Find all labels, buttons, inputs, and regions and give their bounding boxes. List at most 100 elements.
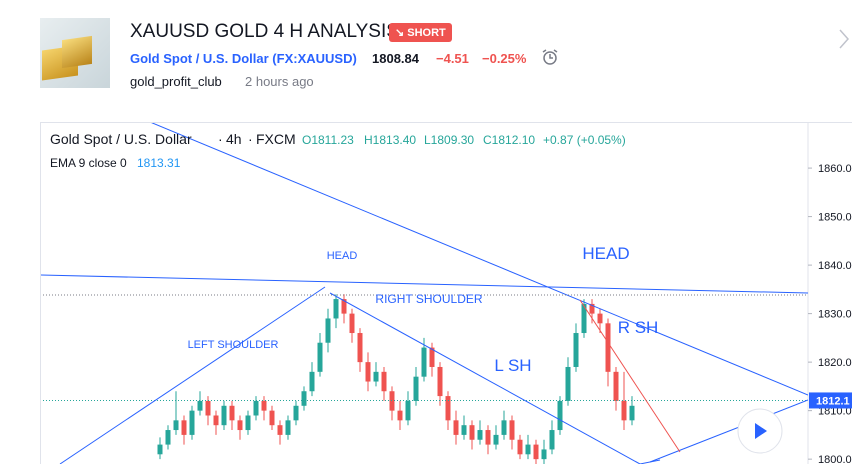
candle-body xyxy=(405,400,411,421)
candle-body xyxy=(421,347,427,377)
legend-item: Gold Spot / U.S. Dollar xyxy=(50,131,192,147)
candle-body xyxy=(237,420,243,431)
candle-body xyxy=(309,371,315,392)
legend-item: 1813.31 xyxy=(137,156,181,170)
candle-body xyxy=(501,420,507,435)
candle-body xyxy=(517,439,523,455)
y-tick-label: 1850.0 xyxy=(818,212,852,224)
symbol-name[interactable]: Gold Spot / U.S. Dollar xyxy=(130,51,269,66)
candle-body xyxy=(245,415,251,431)
candle-body xyxy=(277,425,283,435)
annotation: HEAD xyxy=(582,244,629,263)
candle-body xyxy=(477,430,483,440)
trend-line xyxy=(59,286,326,464)
change: −4.51 xyxy=(436,51,469,66)
annotation: HEAD xyxy=(327,250,358,262)
symbol-link[interactable]: Gold Spot / U.S. Dollar (FX:XAUUSD) xyxy=(130,51,357,66)
candle-body xyxy=(365,362,371,382)
legend-item: O1811.23 xyxy=(302,133,354,147)
annotation: R SH xyxy=(618,318,659,337)
candle-body xyxy=(301,391,307,406)
candle-body xyxy=(589,303,595,314)
y-tick-label: 1820.0 xyxy=(818,357,852,369)
candle-body xyxy=(445,396,451,421)
legend-item: C1812.10 xyxy=(483,133,535,147)
candle-body xyxy=(293,405,299,421)
candle-body xyxy=(525,444,531,455)
candle-body xyxy=(541,449,547,460)
candle-body xyxy=(317,342,323,372)
y-tick-label: 1810.0 xyxy=(818,406,852,418)
trend-line xyxy=(329,292,641,464)
candle-body xyxy=(469,425,475,440)
candle-body xyxy=(205,400,211,416)
candle-body xyxy=(605,323,611,372)
candle-body xyxy=(621,400,627,421)
legend-item: L1809.30 xyxy=(424,133,474,147)
legend-sep: · xyxy=(248,131,253,147)
candle-body xyxy=(597,313,603,324)
candle-body xyxy=(333,299,339,319)
candle-body xyxy=(197,400,203,411)
play-icon[interactable] xyxy=(755,423,767,439)
candle-body xyxy=(285,420,291,435)
candle-body xyxy=(437,366,443,397)
candle-body xyxy=(429,347,435,367)
plot-area xyxy=(41,294,808,464)
idea-title: XAUUSD GOLD 4 H ANALYSIS xyxy=(130,21,399,42)
last-price-box xyxy=(809,392,852,409)
drawings xyxy=(41,123,808,464)
author[interactable]: gold_profit_club xyxy=(130,74,222,89)
candle-body xyxy=(181,420,187,435)
candle-body xyxy=(165,430,171,445)
candle-body xyxy=(261,400,267,411)
candle-body xyxy=(629,405,635,421)
symbol-code[interactable]: (FX:XAUUSD) xyxy=(272,51,357,66)
candle-body xyxy=(269,410,275,426)
last-price-label: 1812.1 xyxy=(816,395,850,407)
candle-body xyxy=(157,444,163,455)
y-tick-label: 1830.0 xyxy=(818,309,852,321)
candle-body xyxy=(509,420,515,440)
next-arrow[interactable] xyxy=(838,28,850,50)
badge-text: SHORT xyxy=(407,27,446,39)
legend-item: FXCM xyxy=(256,131,296,147)
annotation: L SH xyxy=(494,356,531,375)
legend-item: 4h xyxy=(226,131,242,147)
candle-body xyxy=(325,318,331,343)
y-tick-label: 1860.0 xyxy=(818,163,852,175)
alert-icon[interactable] xyxy=(540,48,560,68)
chart-frame xyxy=(40,122,852,464)
price: 1808.84 xyxy=(372,51,419,66)
candle-body xyxy=(485,430,491,445)
candle-body xyxy=(213,415,219,426)
time: 2 hours ago xyxy=(245,74,314,89)
annotation: LEFT SHOULDER xyxy=(188,339,279,351)
trend-line xyxy=(151,123,808,396)
idea-thumbnail[interactable] xyxy=(40,18,110,88)
candle-body xyxy=(493,434,499,445)
trend-line-red xyxy=(579,299,681,453)
candle-body xyxy=(549,430,555,450)
candle-body xyxy=(357,333,363,363)
trend-line xyxy=(649,399,808,463)
candle-body xyxy=(173,420,179,431)
legend-item: +0.87 (+0.05%) xyxy=(543,133,626,147)
candle-body xyxy=(221,405,227,426)
candle-body xyxy=(565,366,571,401)
candle-body xyxy=(613,371,619,401)
y-tick-label: 1800.0 xyxy=(818,454,852,464)
legend-item: EMA 9 close 0 xyxy=(50,156,127,170)
candle-body xyxy=(253,400,259,416)
candle-body xyxy=(453,420,459,435)
candle-body xyxy=(397,410,403,421)
y-tick-label: 1840.0 xyxy=(818,260,852,272)
candle-body xyxy=(573,333,579,367)
candle-body xyxy=(557,400,563,431)
short-badge: ↘ SHORT xyxy=(389,23,452,42)
candle-body xyxy=(413,376,419,401)
legend-item: H1813.40 xyxy=(364,133,416,147)
candle-body xyxy=(341,299,347,314)
